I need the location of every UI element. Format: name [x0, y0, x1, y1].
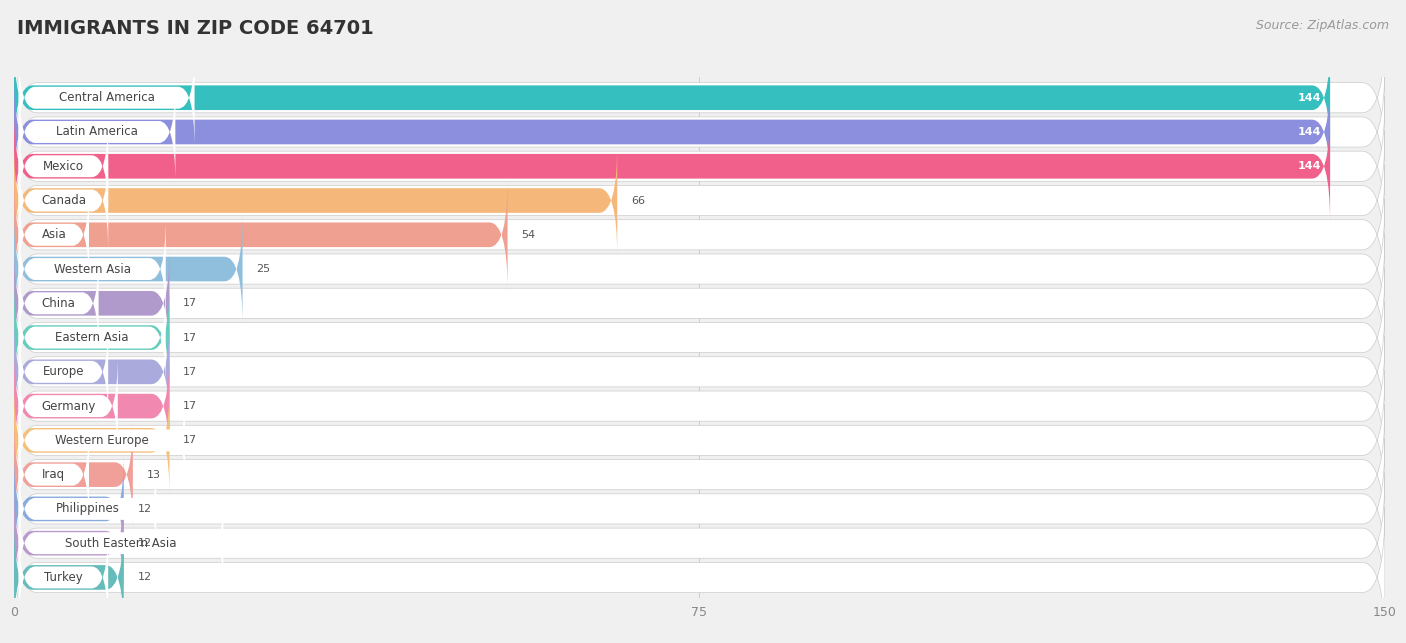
- FancyBboxPatch shape: [14, 439, 1385, 579]
- FancyBboxPatch shape: [18, 424, 89, 525]
- FancyBboxPatch shape: [14, 144, 617, 257]
- FancyBboxPatch shape: [14, 384, 170, 496]
- Text: 12: 12: [138, 504, 152, 514]
- FancyBboxPatch shape: [14, 404, 1385, 545]
- Text: Germany: Germany: [41, 399, 96, 413]
- Text: 17: 17: [183, 332, 197, 343]
- FancyBboxPatch shape: [14, 316, 170, 428]
- Text: 54: 54: [522, 230, 536, 240]
- FancyBboxPatch shape: [18, 47, 194, 149]
- FancyBboxPatch shape: [14, 61, 1385, 203]
- FancyBboxPatch shape: [18, 81, 176, 183]
- FancyBboxPatch shape: [14, 473, 1385, 614]
- FancyBboxPatch shape: [18, 150, 108, 251]
- Text: Asia: Asia: [41, 228, 66, 241]
- Text: Source: ZipAtlas.com: Source: ZipAtlas.com: [1256, 19, 1389, 32]
- FancyBboxPatch shape: [14, 282, 170, 394]
- Text: IMMIGRANTS IN ZIP CODE 64701: IMMIGRANTS IN ZIP CODE 64701: [17, 19, 374, 39]
- Text: Western Europe: Western Europe: [55, 434, 149, 447]
- FancyBboxPatch shape: [14, 453, 124, 565]
- FancyBboxPatch shape: [18, 356, 118, 457]
- Text: 17: 17: [183, 401, 197, 411]
- Text: 25: 25: [256, 264, 270, 274]
- Text: Mexico: Mexico: [44, 159, 84, 173]
- Text: Central America: Central America: [59, 91, 155, 104]
- FancyBboxPatch shape: [14, 247, 170, 359]
- FancyBboxPatch shape: [14, 267, 1385, 408]
- Text: Iraq: Iraq: [42, 468, 65, 481]
- Text: Eastern Asia: Eastern Asia: [55, 331, 129, 344]
- FancyBboxPatch shape: [18, 527, 108, 628]
- Text: Latin America: Latin America: [56, 125, 138, 138]
- FancyBboxPatch shape: [18, 219, 166, 320]
- Text: 12: 12: [138, 572, 152, 583]
- Text: 12: 12: [138, 538, 152, 548]
- FancyBboxPatch shape: [14, 370, 1385, 511]
- FancyBboxPatch shape: [14, 164, 1385, 305]
- FancyBboxPatch shape: [18, 184, 89, 285]
- Text: 17: 17: [183, 367, 197, 377]
- FancyBboxPatch shape: [18, 321, 108, 422]
- FancyBboxPatch shape: [14, 76, 1330, 188]
- FancyBboxPatch shape: [14, 302, 1385, 442]
- Text: 144: 144: [1298, 161, 1322, 171]
- FancyBboxPatch shape: [18, 390, 186, 491]
- FancyBboxPatch shape: [18, 253, 98, 354]
- FancyBboxPatch shape: [14, 42, 1330, 154]
- FancyBboxPatch shape: [14, 213, 243, 325]
- FancyBboxPatch shape: [14, 27, 1385, 168]
- Text: 66: 66: [631, 195, 645, 206]
- FancyBboxPatch shape: [14, 179, 508, 291]
- FancyBboxPatch shape: [14, 507, 1385, 643]
- Text: 17: 17: [183, 435, 197, 446]
- FancyBboxPatch shape: [14, 350, 170, 462]
- Text: Canada: Canada: [41, 194, 86, 207]
- Text: 13: 13: [146, 469, 160, 480]
- FancyBboxPatch shape: [18, 116, 108, 217]
- FancyBboxPatch shape: [14, 96, 1385, 237]
- FancyBboxPatch shape: [18, 287, 166, 388]
- FancyBboxPatch shape: [18, 458, 156, 559]
- Text: 17: 17: [183, 298, 197, 308]
- FancyBboxPatch shape: [14, 521, 124, 633]
- FancyBboxPatch shape: [14, 130, 1385, 271]
- FancyBboxPatch shape: [14, 336, 1385, 476]
- Text: Europe: Europe: [42, 365, 84, 378]
- Text: Turkey: Turkey: [44, 571, 83, 584]
- FancyBboxPatch shape: [18, 493, 224, 594]
- FancyBboxPatch shape: [14, 233, 1385, 374]
- Text: China: China: [42, 297, 76, 310]
- FancyBboxPatch shape: [14, 199, 1385, 340]
- FancyBboxPatch shape: [14, 487, 124, 599]
- Text: Western Asia: Western Asia: [53, 262, 131, 276]
- FancyBboxPatch shape: [14, 110, 1330, 222]
- FancyBboxPatch shape: [14, 419, 134, 531]
- Text: 144: 144: [1298, 127, 1322, 137]
- Text: 144: 144: [1298, 93, 1322, 103]
- Text: Philippines: Philippines: [55, 502, 120, 516]
- Text: South Eastern Asia: South Eastern Asia: [65, 537, 177, 550]
